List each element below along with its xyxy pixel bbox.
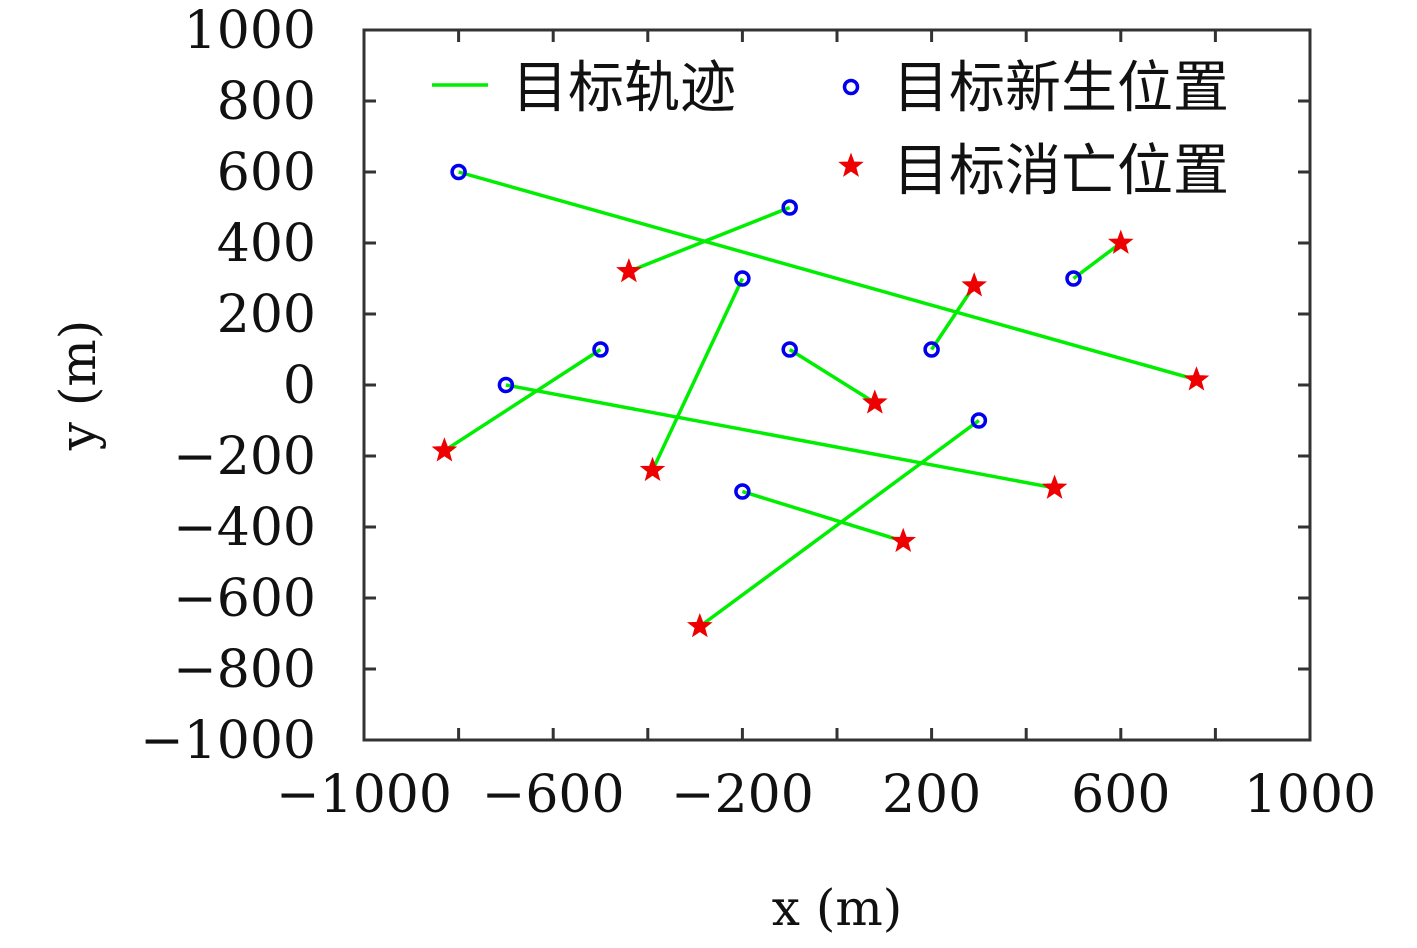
track-line: [741, 489, 904, 543]
track-line: [628, 205, 791, 274]
y-tick-label: −200: [173, 427, 316, 487]
y-tick-label: 0: [283, 356, 316, 416]
track-line: [443, 348, 602, 453]
death-marker: [616, 257, 642, 283]
x-tick-label: −200: [671, 765, 814, 825]
death-marker: [1183, 366, 1210, 391]
birth-marker: [734, 270, 751, 287]
birth-marker: [781, 341, 798, 358]
x-tick-label: 200: [882, 765, 981, 825]
y-tick-label: −1000: [140, 711, 316, 771]
death-marker: [1041, 474, 1068, 499]
death-marker: [639, 456, 666, 482]
legend-track-label: 目标轨迹: [512, 56, 736, 121]
legend-death-swatch: [838, 152, 864, 177]
track-line: [930, 284, 976, 351]
y-tick-label: −800: [173, 640, 316, 700]
y-tick-label: 600: [217, 143, 316, 203]
death-marker: [687, 612, 713, 638]
y-tick-label: −600: [173, 569, 316, 629]
death-marker: [890, 527, 916, 553]
track-line: [1072, 241, 1122, 280]
y-tick-label: 200: [217, 285, 316, 345]
birth-marker: [970, 412, 988, 429]
x-tick-label: 1000: [1244, 765, 1376, 825]
birth-marker: [734, 483, 751, 500]
track-line: [505, 383, 1055, 490]
x-tick-label: 600: [1071, 765, 1170, 825]
birth-marker: [497, 376, 515, 394]
legend-birth-label: 目标新生位置: [893, 56, 1229, 121]
death-marker: [961, 272, 987, 297]
x-axis-label: x (m): [772, 879, 903, 937]
death-marker: [431, 437, 458, 462]
death-marker: [1108, 229, 1134, 254]
birth-marker: [592, 341, 609, 358]
y-tick-label: −400: [173, 498, 316, 558]
x-tick-label: −600: [482, 765, 625, 825]
plot-layer: −1000 −600 −200 200 600 1000 1000 800 600 400 200 0…: [49, 1, 1376, 937]
y-tick-label: 800: [217, 72, 316, 132]
y-axis-label: y (m): [49, 320, 107, 452]
y-tick-label: 1000: [184, 1, 316, 61]
legend-birth-swatch: [842, 78, 860, 96]
birth-marker: [1065, 270, 1082, 287]
track-line: [650, 277, 744, 471]
legend-death-label: 目标消亡位置: [893, 139, 1229, 204]
x-tick-label: −1000: [276, 765, 452, 825]
birth-marker: [923, 341, 940, 358]
track-line: [788, 348, 876, 405]
track-line: [698, 419, 980, 628]
death-marker: [862, 389, 888, 414]
birth-marker: [781, 199, 798, 216]
birth-marker: [450, 163, 467, 181]
track-line: [458, 170, 1197, 382]
y-tick-label: 400: [217, 214, 316, 274]
